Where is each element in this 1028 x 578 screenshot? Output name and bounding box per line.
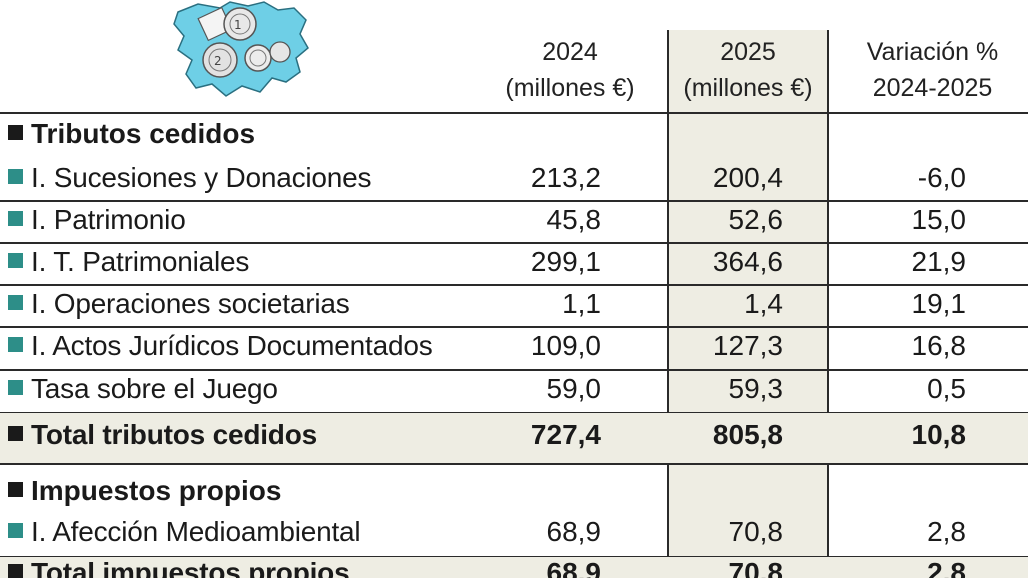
total-2025: 805,8 bbox=[712, 419, 783, 450]
square-bullet-icon bbox=[8, 380, 23, 395]
value-2024: 68,9 bbox=[546, 516, 602, 547]
square-bullet-icon bbox=[8, 211, 23, 226]
row-rule bbox=[0, 200, 1028, 202]
value-2025: 200,4 bbox=[712, 162, 783, 193]
square-bullet-icon bbox=[8, 337, 23, 352]
total-variation: 2,8 bbox=[927, 557, 966, 578]
value-2025: 52,6 bbox=[728, 204, 784, 235]
value-2024: 213,2 bbox=[530, 162, 601, 193]
row-label: I. Patrimonio bbox=[31, 204, 186, 235]
section-title-impuestos-propios: Impuestos propios bbox=[8, 475, 281, 507]
value-2024: 299,1 bbox=[530, 246, 601, 277]
total-2024: 68,9 bbox=[546, 557, 602, 578]
map-with-euro-coins-icon: 1 2 bbox=[168, 0, 313, 100]
total-2025: 70,8 bbox=[728, 557, 784, 578]
section-title-tributos-cedidos: Tributos cedidos bbox=[8, 118, 255, 150]
value-variation: 21,9 bbox=[911, 246, 967, 277]
value-2024: 59,0 bbox=[546, 373, 602, 404]
header-2024: 2024 (millones €) bbox=[505, 38, 635, 102]
value-2025: 1,4 bbox=[744, 288, 783, 319]
square-bullet-icon bbox=[8, 125, 23, 140]
value-variation: 0,5 bbox=[927, 373, 966, 404]
value-2024: 1,1 bbox=[562, 288, 601, 319]
square-bullet-icon bbox=[8, 295, 23, 310]
value-variation: 16,8 bbox=[911, 330, 967, 361]
row-rule bbox=[0, 463, 1028, 465]
header-variation: Variación % 2024-2025 bbox=[866, 38, 999, 102]
column-divider-left bbox=[667, 30, 669, 578]
row-label: I. Operaciones societarias bbox=[31, 288, 350, 319]
value-2025: 364,6 bbox=[712, 246, 783, 277]
table-row: I. Patrimonio 45,8 52,6 15,0 bbox=[0, 200, 1028, 242]
square-bullet-icon bbox=[8, 169, 23, 184]
svg-text:2: 2 bbox=[214, 54, 222, 68]
row-rule bbox=[0, 284, 1028, 286]
row-label: I. T. Patrimoniales bbox=[31, 246, 250, 277]
value-2025: 70,8 bbox=[728, 516, 784, 547]
square-bullet-icon bbox=[8, 482, 23, 497]
column-2025-highlight bbox=[668, 30, 828, 578]
table-row: I. Operaciones societarias 1,1 1,4 19,1 bbox=[0, 284, 1028, 326]
svg-text:1: 1 bbox=[234, 18, 242, 32]
value-2024: 45,8 bbox=[546, 204, 602, 235]
table-row: I. Sucesiones y Donaciones 213,2 200,4 -… bbox=[0, 158, 1028, 200]
value-2024: 109,0 bbox=[530, 330, 601, 361]
total-row-impuestos-propios: Total impuestos propios 68,9 70,8 2,8 bbox=[0, 557, 1028, 578]
square-bullet-icon bbox=[8, 523, 23, 538]
value-2025: 127,3 bbox=[712, 330, 783, 361]
table-row: I. Afección Medioambiental 68,9 70,8 2,8 bbox=[0, 512, 1028, 554]
value-variation: -6,0 bbox=[917, 162, 966, 193]
square-bullet-icon bbox=[8, 426, 23, 441]
row-rule bbox=[0, 326, 1028, 328]
row-label: I. Actos Jurídicos Documentados bbox=[31, 330, 433, 361]
row-rule bbox=[0, 369, 1028, 371]
row-rule bbox=[0, 242, 1028, 244]
total-2024: 727,4 bbox=[530, 419, 601, 450]
table-row: I. T. Patrimoniales 299,1 364,6 21,9 bbox=[0, 242, 1028, 284]
table-row: Tasa sobre el Juego 59,0 59,3 0,5 bbox=[0, 369, 1028, 411]
header-rule bbox=[0, 112, 1028, 114]
total-label: Total tributos cedidos bbox=[31, 419, 317, 450]
value-2025: 59,3 bbox=[728, 373, 784, 404]
total-row-tributos-cedidos: Total tributos cedidos 727,4 805,8 10,8 bbox=[0, 413, 1028, 463]
total-variation: 10,8 bbox=[911, 419, 967, 450]
row-label: I. Afección Medioambiental bbox=[31, 516, 361, 547]
square-bullet-icon bbox=[8, 564, 23, 578]
value-variation: 2,8 bbox=[927, 516, 966, 547]
row-label: I. Sucesiones y Donaciones bbox=[31, 162, 372, 193]
value-variation: 15,0 bbox=[911, 204, 967, 235]
square-bullet-icon bbox=[8, 253, 23, 268]
row-label: Tasa sobre el Juego bbox=[31, 373, 278, 404]
total-label: Total impuestos propios bbox=[31, 557, 350, 578]
column-divider-right bbox=[827, 30, 829, 578]
table-row: I. Actos Jurídicos Documentados 109,0 12… bbox=[0, 326, 1028, 368]
header-2025: 2025 (millones €) bbox=[683, 38, 813, 102]
value-variation: 19,1 bbox=[911, 288, 967, 319]
